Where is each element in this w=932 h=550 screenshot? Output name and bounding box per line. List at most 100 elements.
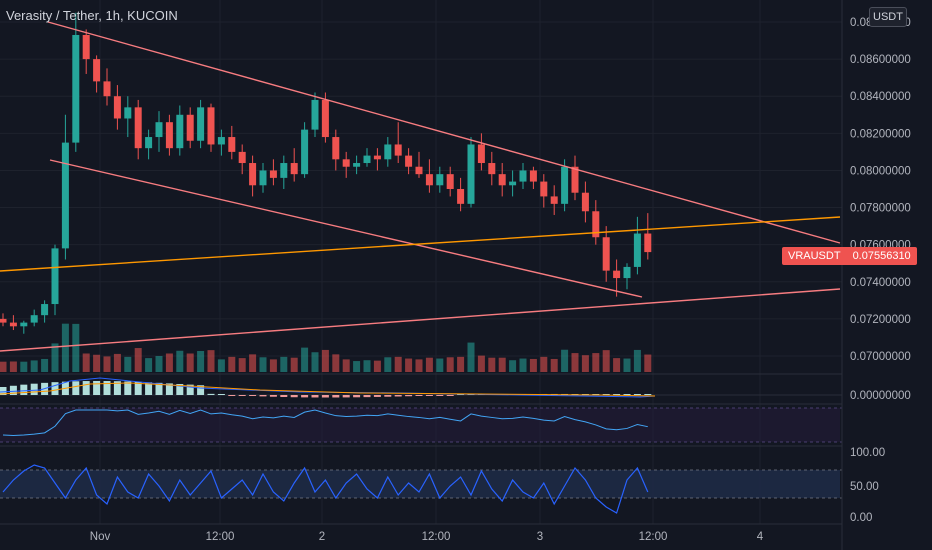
- volume-bar: [269, 359, 277, 372]
- candle-body: [72, 34, 80, 143]
- lower-channel-line: [49, 159, 643, 298]
- volume-bar: [446, 357, 454, 372]
- candle-body: [20, 322, 28, 327]
- volume-bar: [477, 355, 485, 372]
- volume-bar: [488, 357, 496, 372]
- volume-bar: [425, 357, 433, 372]
- macd-bar: [249, 395, 257, 396]
- volume-bar: [186, 353, 194, 372]
- volume-bar: [332, 354, 340, 372]
- last-price-tag: VRAUSDT 0.07556310: [782, 247, 917, 265]
- time-axis[interactable]: Nov 12:00 2 12:00 3 12:00 4: [90, 531, 764, 543]
- macd-bar: [373, 395, 381, 397]
- candle-body: [207, 107, 215, 145]
- candle-body: [30, 315, 38, 323]
- volume-bar: [581, 355, 589, 372]
- volume-bar: [176, 350, 184, 372]
- candle-body: [0, 318, 7, 323]
- candle-body: [436, 174, 444, 186]
- symbol-label: VRAUSDT: [788, 250, 841, 262]
- macd-bar: [228, 395, 236, 396]
- macd-pane: [0, 377, 842, 398]
- volume-bar: [61, 323, 69, 372]
- volume-bar: [249, 354, 257, 372]
- candle-body: [238, 151, 246, 164]
- candle-body: [373, 155, 381, 160]
- candle-body: [280, 163, 288, 178]
- volume-bar: [321, 349, 329, 372]
- macd-bar: [353, 395, 361, 398]
- volume-bar: [113, 353, 121, 372]
- candle-body: [498, 174, 506, 186]
- candle-body: [581, 192, 589, 212]
- volume-bar: [280, 356, 288, 372]
- candle-body: [561, 166, 569, 204]
- price-axis-label: 0.08200000: [850, 128, 911, 140]
- candle-body: [321, 99, 329, 138]
- volume-bar: [644, 354, 652, 372]
- candle-body: [613, 270, 621, 279]
- candle-body: [519, 170, 527, 182]
- time-axis-label: 4: [757, 531, 764, 543]
- candle-body: [540, 181, 548, 197]
- volume-bar: [633, 349, 641, 372]
- volume-bar: [498, 357, 506, 372]
- volume-bar: [415, 359, 423, 372]
- volume-bar: [342, 359, 350, 372]
- time-axis-label: 3: [537, 531, 543, 543]
- candle-body: [9, 322, 17, 327]
- rsi-axis-label: 0.00: [850, 512, 872, 524]
- volume-bar: [613, 358, 621, 372]
- candle-body: [155, 122, 163, 138]
- volume-bar: [571, 353, 579, 372]
- candles: [0, 12, 652, 334]
- price-axis-label: 0.08600000: [850, 54, 911, 66]
- macd-bar: [602, 394, 610, 395]
- currency-button[interactable]: USDT: [869, 7, 907, 27]
- macd-bar: [145, 382, 153, 395]
- support-trendline: [0, 288, 841, 352]
- macd-bar: [446, 395, 454, 396]
- price-axis-label: 0.07400000: [850, 277, 911, 289]
- macd-bar: [633, 394, 641, 395]
- macd-bar: [290, 395, 298, 398]
- time-axis-label: 12:00: [639, 531, 668, 543]
- price-axis-label: 0.08000000: [850, 165, 911, 177]
- macd-bar: [644, 394, 652, 395]
- macd-bar: [207, 393, 215, 395]
- volume-bar: [238, 358, 246, 372]
- candle-body: [134, 107, 142, 149]
- volume-bar: [103, 356, 111, 372]
- volume-bar: [9, 361, 17, 372]
- price-axis-label: 0.08400000: [850, 91, 911, 103]
- volume-bar: [72, 323, 80, 372]
- trendlines: [0, 21, 841, 352]
- macd-bar: [124, 381, 132, 395]
- time-axis-label: 2: [319, 531, 325, 543]
- candle-body: [93, 59, 101, 82]
- osc-band-upper: [0, 408, 840, 442]
- candle-body: [259, 170, 267, 186]
- macd-bar: [72, 381, 80, 395]
- time-axis-label: Nov: [90, 531, 111, 543]
- price-axis-label: 0.07000000: [850, 351, 911, 363]
- volume-bar: [82, 353, 90, 372]
- oscillator-line: [2, 409, 648, 436]
- candle-body: [405, 155, 413, 167]
- macd-bar: [311, 395, 319, 398]
- candle-body: [446, 174, 454, 189]
- volume-bar: [540, 356, 548, 372]
- candle-body: [477, 144, 485, 164]
- candle-body: [103, 81, 111, 97]
- rsi-axis-label: 100.00: [850, 447, 885, 459]
- volume-bar: [145, 358, 153, 372]
- volume-bar: [155, 356, 163, 372]
- upper-trendline: [47, 21, 841, 244]
- candle-body: [457, 189, 465, 204]
- candle-body: [124, 107, 132, 119]
- volume-bar: [20, 361, 28, 372]
- last-price-value: 0.07556310: [852, 250, 911, 262]
- macd-bar: [342, 395, 350, 398]
- volume-bar: [550, 358, 558, 372]
